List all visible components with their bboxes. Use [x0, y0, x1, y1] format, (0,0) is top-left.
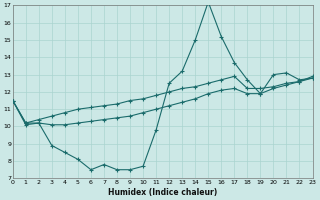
X-axis label: Humidex (Indice chaleur): Humidex (Indice chaleur)	[108, 188, 217, 197]
